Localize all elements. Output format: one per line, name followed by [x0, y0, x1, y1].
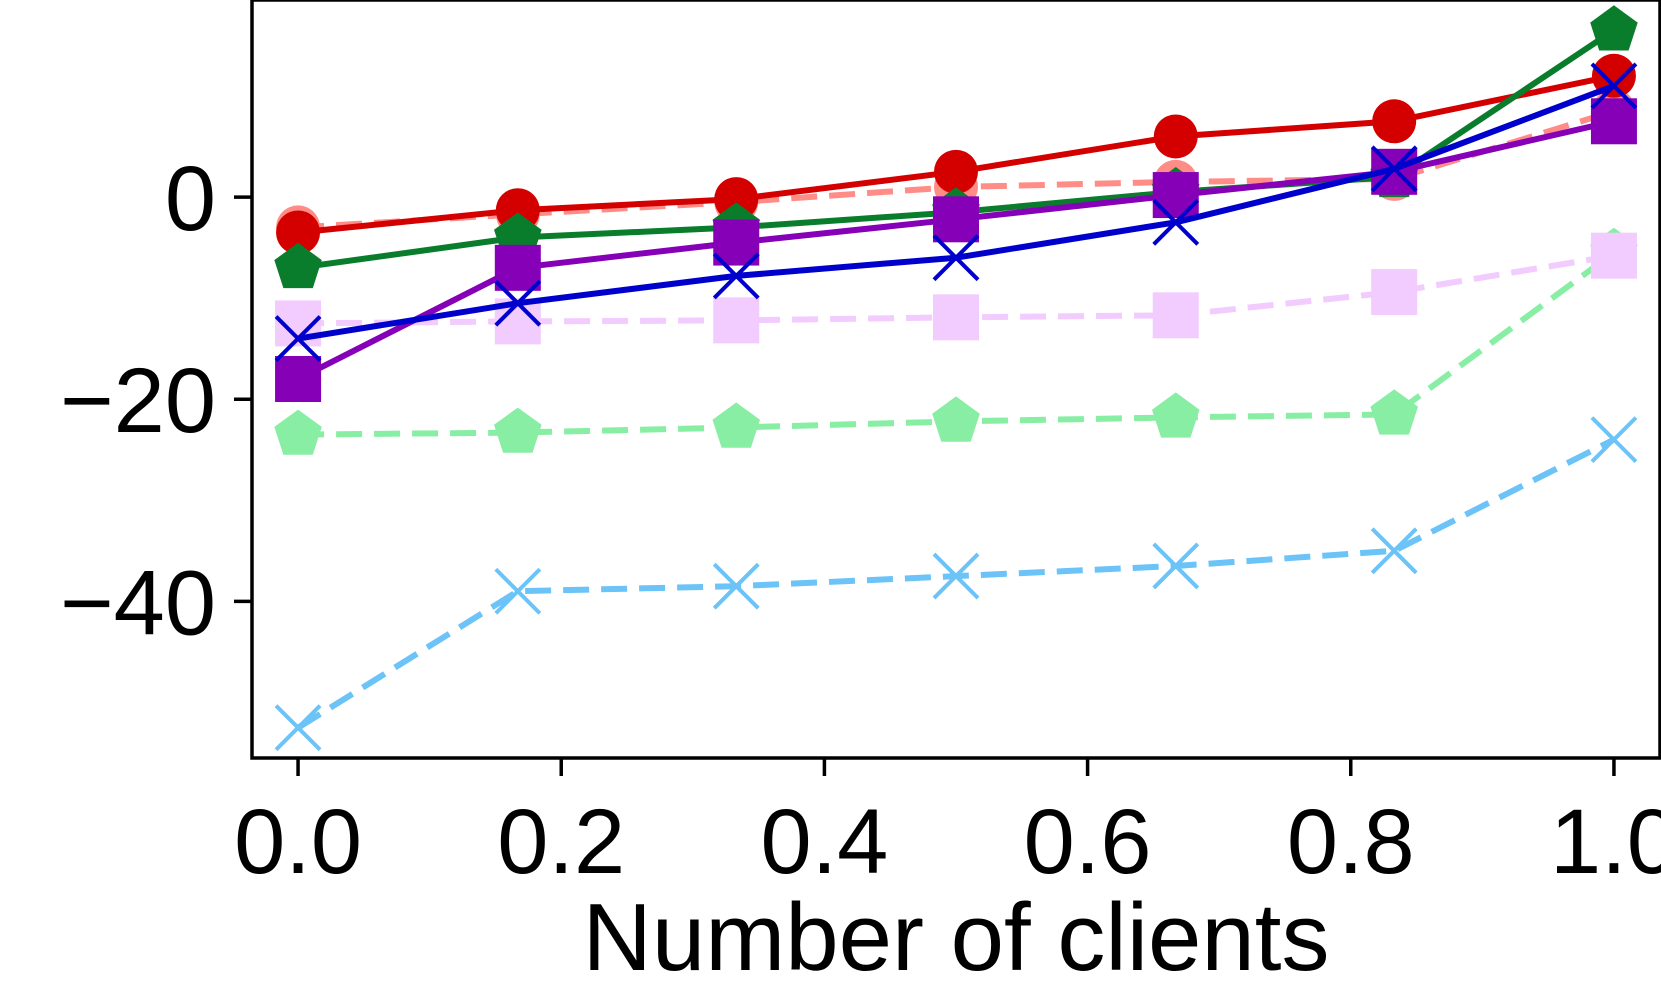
point-pentagon-dashed-lightgreen-1	[494, 407, 542, 453]
point-square-dashed-pink-2	[713, 297, 760, 344]
point-square-dashed-pink-6	[1590, 232, 1637, 279]
point-x-dashed-lightblue-5	[1370, 527, 1418, 575]
x-tick-label-0-8: 0.8	[1287, 791, 1415, 893]
point-pentagon-dashed-lightgreen-0	[274, 409, 322, 455]
point-x-dashed-lightblue-3	[932, 552, 980, 600]
point-x-dashed-lightblue-0	[274, 704, 322, 752]
point-x-solid-blue-1	[494, 279, 542, 327]
point-x-dashed-lightblue-6	[1590, 416, 1638, 464]
point-x-solid-blue-0	[274, 315, 322, 362]
x-tick-label-0-6: 0.6	[1024, 791, 1152, 893]
point-circle-solid-red-3	[934, 149, 978, 194]
x-axis-title: Number of clients	[583, 884, 1330, 991]
point-circle-solid-red-5	[1372, 99, 1417, 144]
series-x-dashed-lightblue	[274, 416, 1638, 752]
y-tick-label-0: 0	[165, 148, 216, 250]
plot-frame	[250, 0, 1661, 760]
point-x-solid-blue-2	[712, 252, 760, 300]
point-square-solid-purple-6	[1590, 98, 1637, 145]
x-tick-label-0-0: 0.0	[234, 791, 362, 893]
series-square-solid-purple	[275, 98, 1637, 402]
point-x-solid-blue-6	[1590, 62, 1638, 110]
point-square-dashed-pink-3	[933, 294, 979, 341]
point-pentagon-dashed-lightgreen-4	[1152, 392, 1200, 438]
point-pentagon-dashed-lightgreen-2	[712, 402, 760, 448]
point-circle-solid-red-6	[1591, 53, 1636, 98]
point-x-dashed-lightblue-1	[494, 567, 542, 615]
series-pentagon-solid-green	[274, 5, 1638, 289]
point-x-solid-blue-3	[932, 234, 980, 282]
y-tick-label-20: −20	[60, 350, 216, 452]
y-tick-label-40: −40	[60, 552, 216, 654]
point-pentagon-solid-green-6	[1590, 5, 1638, 51]
point-x-solid-blue-5	[1370, 145, 1418, 193]
point-x-solid-blue-4	[1152, 198, 1200, 246]
point-square-solid-purple-3	[933, 196, 979, 243]
point-circle-solid-red-4	[1153, 114, 1198, 159]
x-axis: 0.0 0.2 0.4 0.6 0.8 1.0	[234, 758, 1661, 893]
series-line-x-dashed-lightblue	[296, 436, 1616, 731]
point-square-dashed-pink-4	[1152, 292, 1199, 339]
point-square-solid-purple-0	[275, 356, 322, 402]
point-square-dashed-pink-5	[1371, 269, 1418, 316]
series-pentagon-dashed-lightgreen	[274, 227, 1638, 455]
x-tick-label-1-0: 1.0	[1550, 791, 1661, 893]
point-pentagon-dashed-lightgreen-5	[1370, 389, 1418, 435]
x-tick-label-0-4: 0.4	[760, 791, 888, 893]
point-circle-solid-red-2	[714, 177, 759, 222]
point-pentagon-solid-green-0	[274, 242, 322, 289]
series-x-solid-blue	[274, 62, 1638, 362]
point-x-dashed-lightblue-2	[712, 562, 760, 610]
x-tick-label-0-2: 0.2	[497, 791, 625, 893]
point-square-solid-purple-1	[494, 244, 541, 291]
point-x-dashed-lightblue-4	[1152, 542, 1200, 590]
y-axis: 0 −20 −40	[60, 148, 252, 654]
point-pentagon-dashed-lightgreen-3	[932, 396, 980, 442]
point-square-solid-purple-4	[1152, 172, 1199, 219]
point-circle-solid-red-0	[276, 210, 321, 255]
plot-data	[274, 5, 1638, 752]
